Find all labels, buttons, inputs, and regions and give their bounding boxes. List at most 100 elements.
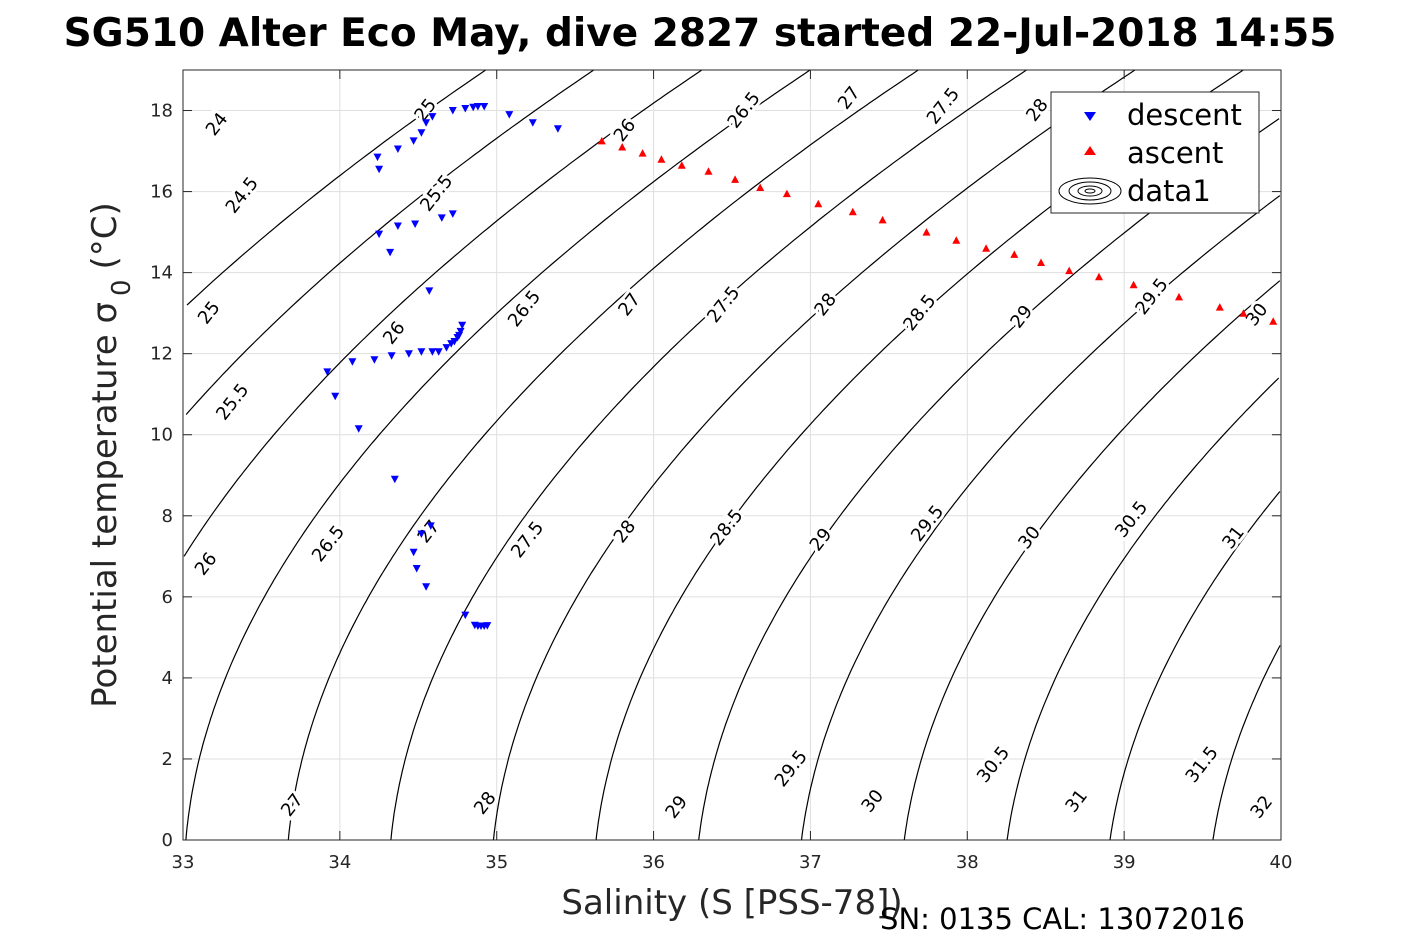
- ascent-point: [618, 143, 627, 151]
- ascent-point: [982, 244, 991, 252]
- ascent-point: [814, 199, 823, 208]
- ascent-point: [731, 175, 740, 183]
- x-tick-label: 39: [1113, 852, 1136, 873]
- descent-point: [448, 107, 457, 115]
- y-axis-label-subscript: 0: [107, 279, 137, 296]
- ascent-point: [704, 167, 713, 175]
- ascent-point: [1129, 280, 1138, 289]
- axis-ticks: 33 34 35 36 37 38 39 40 0 2 4 6 8 10 12 14 16 18: [150, 70, 1292, 873]
- descent-series: [323, 103, 562, 630]
- x-tick-label: 35: [485, 852, 508, 873]
- descent-point: [417, 348, 426, 356]
- y-tick-label: 14: [150, 263, 173, 284]
- descent-point: [393, 222, 402, 230]
- descent-point: [447, 340, 456, 348]
- legend-ascent-marker: [1084, 146, 1096, 155]
- y-axis-label-unit: (°C): [85, 202, 125, 269]
- descent-point: [453, 334, 462, 342]
- legend-data1-label: data1: [1127, 174, 1211, 208]
- ascent-point: [1010, 250, 1019, 258]
- descent-point: [409, 548, 418, 557]
- descent-point: [417, 129, 426, 137]
- descent-point: [473, 103, 482, 111]
- descent-point: [428, 113, 437, 121]
- descent-point: [412, 565, 421, 573]
- contour-line-30.5: [1212, 645, 1281, 841]
- x-tick-label: 34: [328, 852, 351, 873]
- chart-title: SG510 Alter Eco May, dive 2827 started 2…: [64, 11, 1337, 56]
- descent-point: [426, 522, 435, 530]
- descent-point: [422, 119, 431, 127]
- descent-point: [461, 105, 470, 113]
- y-tick-label: 2: [162, 749, 173, 770]
- descent-point: [417, 530, 426, 538]
- contour-line-30: [1109, 491, 1281, 841]
- contour-line-29.5: [1006, 377, 1280, 841]
- footer-serial-calibration: SN: 0135 CAL: 13072016: [880, 902, 1245, 936]
- ascent-point: [677, 161, 686, 169]
- y-tick-label: 16: [150, 182, 173, 203]
- descent-point: [370, 356, 379, 364]
- descent-point: [480, 103, 489, 111]
- legend: descent ascent data1: [1050, 91, 1260, 214]
- descent-point: [442, 344, 451, 352]
- descent-point: [409, 137, 418, 145]
- descent-point: [422, 583, 431, 591]
- legend-ascent-label: ascent: [1127, 136, 1223, 170]
- y-axis-label-main: Potential temperature σ: [85, 302, 125, 708]
- contour-line-24.5: [185, 69, 595, 415]
- legend-descent-label: descent: [1127, 98, 1242, 132]
- ascent-point: [922, 228, 931, 236]
- descent-point: [404, 350, 413, 358]
- descent-point: [348, 358, 357, 366]
- descent-point: [411, 220, 420, 228]
- x-tick-label: 36: [642, 852, 665, 873]
- descent-point: [354, 425, 363, 433]
- ascent-point: [1095, 272, 1103, 281]
- x-tick-label: 38: [956, 852, 979, 873]
- y-tick-label: 6: [162, 587, 173, 608]
- descent-point: [428, 348, 437, 356]
- descent-point: [505, 111, 514, 119]
- descent-point: [375, 165, 384, 174]
- ascent-point: [1269, 317, 1278, 325]
- descent-point: [448, 210, 457, 218]
- descent-point: [390, 475, 399, 484]
- y-tick-label: 10: [150, 425, 173, 446]
- descent-point: [373, 153, 382, 162]
- descent-point: [461, 611, 470, 620]
- descent-point: [393, 145, 402, 153]
- x-tick-label: 33: [172, 852, 195, 873]
- ascent-point: [657, 155, 666, 163]
- svg-text:Potential temperature σ0(°C): Potential temperature σ 0 (°C): [85, 202, 137, 708]
- ascent-point: [638, 149, 647, 157]
- ascent-point: [1175, 292, 1183, 301]
- contour-line-24: [186, 69, 487, 306]
- descent-point: [331, 392, 340, 401]
- ascent-point: [952, 236, 961, 244]
- contour-line-28: [698, 118, 1280, 841]
- legend-descent-marker: [1084, 112, 1096, 121]
- ascent-point: [1065, 266, 1074, 275]
- contour-line-29: [903, 280, 1281, 841]
- ascent-point: [848, 207, 857, 216]
- ascent-point: [597, 136, 606, 145]
- ascent-point: [782, 189, 791, 198]
- descent-point: [553, 125, 562, 133]
- x-axis-label: Salinity (S [PSS-78]): [561, 883, 902, 923]
- y-tick-label: 12: [150, 344, 173, 365]
- axes-frame: [182, 69, 1282, 841]
- descent-point: [323, 368, 332, 376]
- ascent-point: [1037, 258, 1045, 266]
- legend-contour-icon: [1058, 177, 1122, 205]
- y-tick-label: 18: [150, 101, 173, 122]
- descent-point: [434, 348, 443, 356]
- descent-point: [469, 103, 478, 112]
- contour-line-27: [492, 69, 1136, 841]
- ascent-point: [878, 215, 887, 224]
- descent-point: [437, 214, 446, 222]
- data-series: [323, 103, 1278, 630]
- contour-line-28.5: [800, 195, 1281, 841]
- descent-point: [528, 119, 537, 127]
